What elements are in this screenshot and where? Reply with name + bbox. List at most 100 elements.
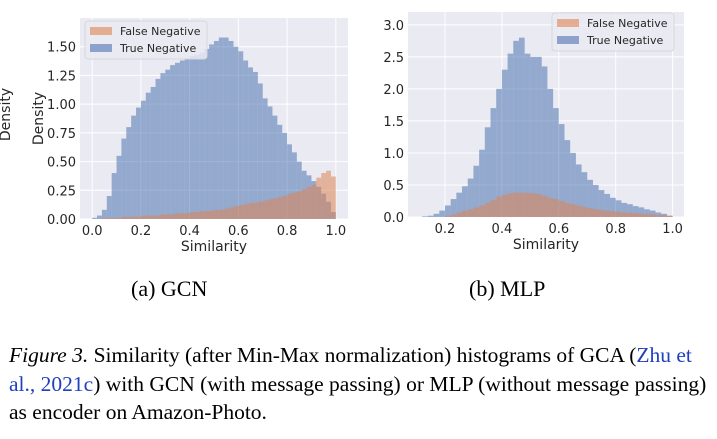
bar-true-negative	[536, 56, 542, 217]
bar-true-negative	[184, 58, 190, 220]
bar-true-negative	[296, 161, 302, 219]
bar-false-negative	[150, 215, 156, 219]
bar-true-negative	[277, 124, 283, 219]
bar-false-negative	[272, 198, 278, 219]
bar-false-negative	[282, 196, 288, 219]
y-tick-label: 0.5	[383, 179, 404, 194]
y-tick-label: 2.5	[383, 51, 404, 66]
legend-entry: True Negative	[119, 42, 196, 55]
bar-false-negative	[467, 209, 474, 217]
bar-false-negative	[136, 216, 141, 219]
bar-true-negative	[140, 100, 146, 219]
bar-true-negative	[587, 179, 593, 217]
bar-false-negative	[518, 192, 525, 217]
bar-false-negative	[553, 199, 559, 217]
bar-false-negative	[160, 214, 166, 219]
caption-label: Figure 3.	[9, 343, 89, 367]
bar-true-negative	[145, 92, 151, 219]
bar-false-negative	[199, 210, 205, 219]
bar-true-negative	[507, 53, 514, 217]
bar-false-negative	[223, 208, 229, 219]
bar-false-negative	[655, 215, 662, 217]
bar-false-negative	[558, 200, 565, 217]
bar-true-negative	[444, 205, 451, 217]
legend-entry: True Negative	[586, 34, 663, 47]
chart-0: 0.0 0.2 0.4 0.6 0.8 1.0 0.00 0.25 0.50 0.75 1.00 1.…	[31, 18, 348, 255]
bar-false-negative	[456, 212, 463, 217]
bar-false-negative	[592, 209, 599, 217]
bar-false-negative	[179, 213, 185, 219]
x-tick-label: 1.0	[325, 224, 346, 239]
bar-false-negative	[661, 215, 667, 217]
bar-true-negative	[204, 49, 210, 219]
bar-false-negative	[170, 214, 176, 219]
bar-true-negative	[243, 60, 249, 219]
x-tick-label: 0.4	[492, 222, 513, 237]
bar-false-negative	[189, 212, 195, 219]
bar-false-negative	[513, 192, 519, 217]
bar-true-negative	[450, 199, 457, 217]
bar-false-negative	[228, 207, 234, 219]
figure-charts: 0.0 0.2 0.4 0.6 0.8 1.0 0.00 0.25 0.50 0.75 1.00 1.…	[0, 12, 684, 255]
bar-true-negative	[575, 164, 582, 217]
caption-text-1: Similarity (after Min-Max normalization)…	[88, 343, 637, 367]
bar-false-negative	[291, 192, 297, 219]
bar-true-negative	[179, 60, 185, 219]
bar-true-negative	[564, 140, 571, 217]
y-tick-label: 0.00	[47, 213, 76, 228]
citation-link[interactable]: Zhu et al., 2021c	[9, 343, 692, 396]
bar-true-negative	[267, 106, 273, 219]
bar-true-negative	[644, 209, 650, 217]
bar-false-negative	[262, 200, 268, 219]
bar-true-negative	[501, 69, 508, 217]
bar-false-negative	[121, 216, 127, 219]
bar-false-negative	[547, 197, 554, 217]
bar-false-negative	[233, 206, 239, 219]
y-tick-label: 0.25	[47, 184, 76, 199]
bar-true-negative	[462, 186, 468, 217]
legend-swatch	[557, 19, 579, 27]
bar-false-negative	[450, 214, 457, 217]
y-tick-label: 3.0	[383, 19, 404, 34]
bar-true-negative	[547, 88, 554, 217]
bar-true-negative	[287, 144, 292, 219]
bar-true-negative	[165, 69, 171, 219]
bar-false-negative	[587, 208, 593, 217]
bar-true-negative	[649, 210, 656, 217]
bar-true-negative	[97, 215, 102, 219]
y-tick-label: 1.00	[47, 98, 76, 113]
bar-true-negative	[218, 37, 224, 220]
bar-false-negative	[479, 205, 485, 217]
bar-false-negative	[301, 189, 307, 219]
bar-true-negative	[214, 40, 219, 219]
bar-false-negative	[209, 210, 214, 219]
bar-true-negative	[592, 184, 599, 217]
bar-false-negative	[238, 205, 244, 219]
bar-true-negative	[598, 190, 605, 217]
bar-false-negative	[638, 213, 645, 217]
bar-false-negative	[615, 211, 622, 217]
bar-true-negative	[155, 78, 161, 219]
bar-false-negative	[296, 191, 302, 219]
x-tick-label: 0.8	[277, 224, 298, 239]
bar-true-negative	[262, 98, 268, 219]
bar-false-negative	[155, 215, 161, 219]
bar-false-negative	[666, 215, 673, 217]
bar-false-negative	[462, 210, 468, 217]
x-tick-label: 0.2	[131, 224, 152, 239]
bar-true-negative	[106, 196, 112, 219]
bar-false-negative	[330, 176, 336, 219]
caption-text-2: ) with GCN (with message passing) or MLP…	[9, 371, 707, 425]
y-tick-label: 1.0	[383, 147, 404, 162]
bar-true-negative	[238, 51, 244, 220]
bar-true-negative	[248, 67, 253, 219]
bar-true-negative	[223, 37, 229, 220]
bar-false-negative	[575, 205, 582, 217]
bar-true-negative	[121, 138, 127, 219]
legend-swatch	[557, 36, 579, 44]
bar-true-negative	[160, 73, 166, 219]
x-tick-label: 0.0	[82, 224, 103, 239]
subcaption-gcn: (a) GCN	[131, 276, 208, 301]
bar-false-negative	[131, 216, 137, 219]
bar-true-negative	[136, 107, 141, 219]
